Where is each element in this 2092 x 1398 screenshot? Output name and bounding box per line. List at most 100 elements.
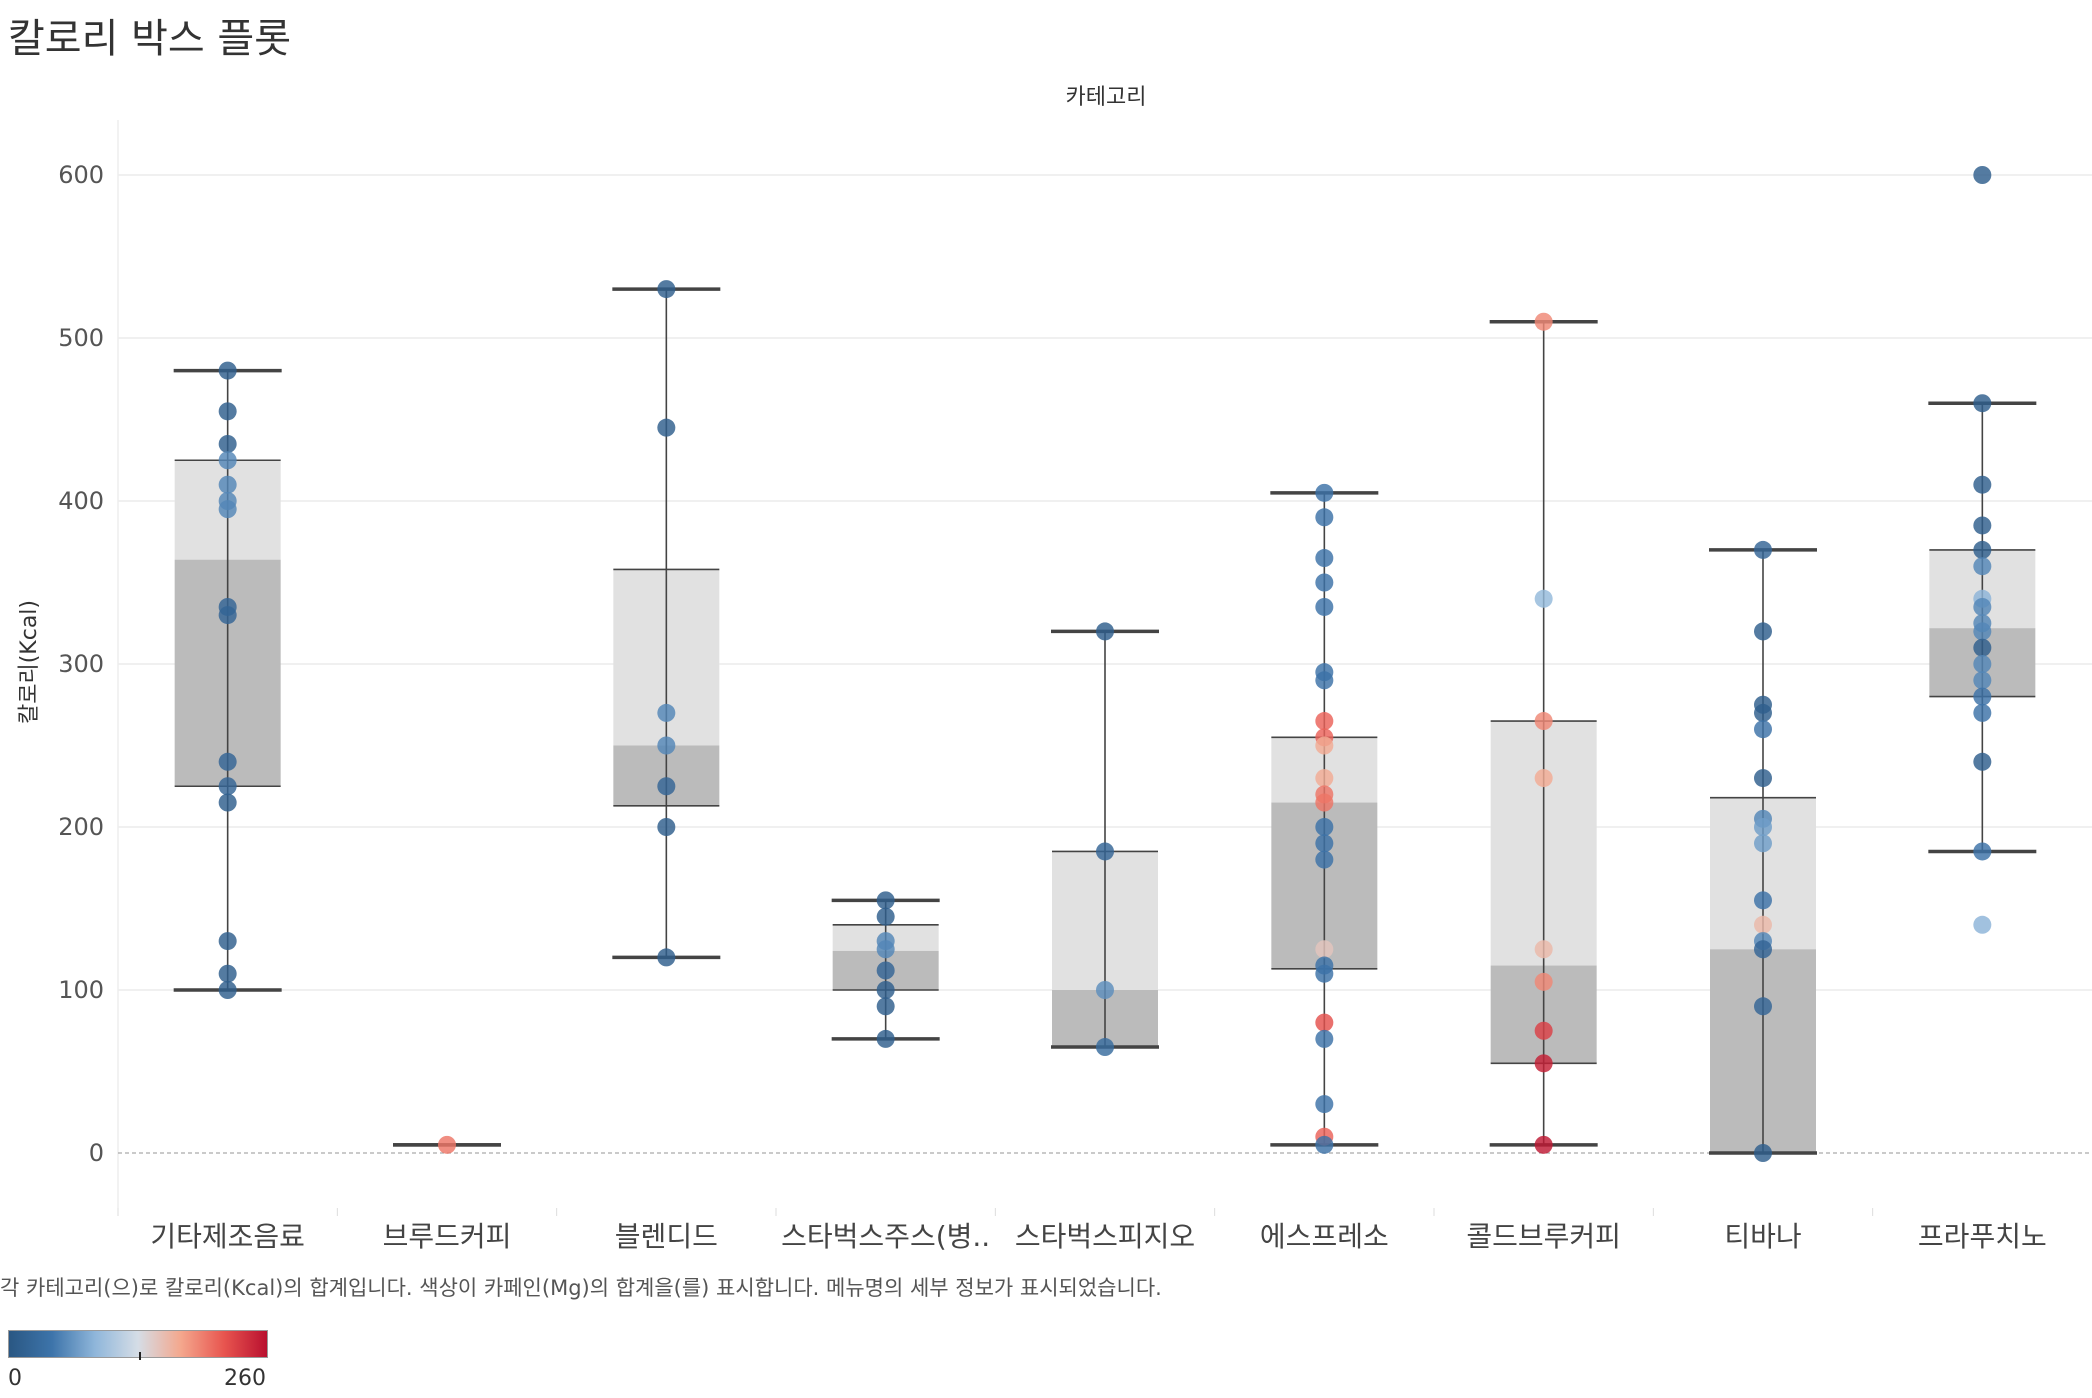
x-tick-label: 스타벅스피지오 xyxy=(1015,1220,1195,1253)
x-tick-label: 에스프레소 xyxy=(1260,1220,1389,1253)
data-point[interactable] xyxy=(1534,940,1553,959)
data-point[interactable] xyxy=(1315,769,1334,788)
x-tick-label: 브루드커피 xyxy=(383,1220,512,1253)
data-point[interactable] xyxy=(218,964,237,983)
data-point[interactable] xyxy=(1534,712,1553,731)
data-point[interactable] xyxy=(1315,1029,1334,1048)
data-point[interactable] xyxy=(218,777,237,796)
data-point[interactable] xyxy=(1315,712,1334,731)
data-point[interactable] xyxy=(876,940,895,959)
data-point[interactable] xyxy=(1534,1135,1553,1154)
color-legend-min: 0 xyxy=(8,1366,22,1391)
data-point[interactable] xyxy=(876,1029,895,1048)
y-tick-label: 600 xyxy=(58,161,104,189)
data-point[interactable] xyxy=(218,500,237,519)
data-point[interactable] xyxy=(1315,818,1334,836)
data-point[interactable] xyxy=(1534,972,1553,991)
data-point[interactable] xyxy=(438,1135,456,1154)
data-point[interactable] xyxy=(1315,508,1334,527)
data-point[interactable] xyxy=(218,606,237,625)
data-point[interactable] xyxy=(657,818,676,836)
data-point[interactable] xyxy=(1534,769,1553,788)
data-point[interactable] xyxy=(1973,557,1992,576)
data-point[interactable] xyxy=(1315,573,1334,592)
data-point[interactable] xyxy=(876,891,895,910)
data-point[interactable] xyxy=(1973,842,1992,861)
data-point[interactable] xyxy=(218,451,237,470)
data-point[interactable] xyxy=(1973,394,1992,413)
data-point[interactable] xyxy=(218,752,237,771)
data-point[interactable] xyxy=(218,793,237,812)
data-point[interactable] xyxy=(1973,655,1992,673)
data-point[interactable] xyxy=(1315,671,1334,690)
data-point[interactable] xyxy=(1754,834,1772,853)
data-point[interactable] xyxy=(1973,540,1992,559)
data-point[interactable] xyxy=(1534,1021,1553,1040)
data-point[interactable] xyxy=(1534,589,1553,608)
data-point[interactable] xyxy=(1973,671,1992,690)
data-point[interactable] xyxy=(1315,1095,1334,1114)
data-point[interactable] xyxy=(1315,1135,1334,1154)
data-point[interactable] xyxy=(1754,720,1772,739)
data-point[interactable] xyxy=(1315,549,1334,568)
data-point[interactable] xyxy=(1096,622,1114,641)
data-point[interactable] xyxy=(1754,622,1772,641)
data-point[interactable] xyxy=(1096,981,1114,999)
data-point[interactable] xyxy=(1754,818,1772,836)
data-point[interactable] xyxy=(1973,475,1992,494)
data-point[interactable] xyxy=(1534,312,1553,331)
data-point[interactable] xyxy=(218,361,237,380)
data-point[interactable] xyxy=(1315,597,1334,616)
data-point[interactable] xyxy=(1315,964,1334,983)
data-point[interactable] xyxy=(1973,597,1992,616)
data-point[interactable] xyxy=(1754,703,1772,722)
data-point[interactable] xyxy=(876,961,895,980)
data-point[interactable] xyxy=(1754,769,1772,788)
data-point[interactable] xyxy=(1973,752,1992,771)
data-point[interactable] xyxy=(657,703,676,722)
y-tick-label: 500 xyxy=(58,324,104,352)
y-axis-title: 칼로리(Kcal) xyxy=(17,600,42,724)
data-point[interactable] xyxy=(1973,516,1992,535)
data-point[interactable] xyxy=(218,981,237,999)
data-point[interactable] xyxy=(1096,842,1114,861)
data-point[interactable] xyxy=(876,997,895,1016)
data-point[interactable] xyxy=(1973,622,1992,641)
data-point[interactable] xyxy=(657,736,676,755)
data-point[interactable] xyxy=(218,932,237,951)
x-tick-label: 프라푸치노 xyxy=(1918,1220,2047,1253)
data-point[interactable] xyxy=(1754,540,1772,559)
data-point[interactable] xyxy=(1315,1013,1334,1032)
column-header: 카테고리 xyxy=(1066,85,1147,110)
data-point[interactable] xyxy=(1973,703,1992,722)
data-point[interactable] xyxy=(657,280,676,299)
data-point[interactable] xyxy=(1315,793,1334,812)
data-point[interactable] xyxy=(1754,940,1772,959)
data-point[interactable] xyxy=(657,777,676,796)
data-point[interactable] xyxy=(1096,1038,1114,1057)
data-point[interactable] xyxy=(1315,940,1334,959)
data-point[interactable] xyxy=(218,434,237,453)
data-point[interactable] xyxy=(1754,997,1772,1016)
data-point[interactable] xyxy=(1754,891,1772,910)
box-plot-chart: 카테고리 칼로리(Kcal) 0 100 200 300 400 500 600 기타제조음료… xyxy=(17,85,2092,1253)
data-point[interactable] xyxy=(1315,736,1334,755)
color-legend-max: 260 xyxy=(224,1366,266,1391)
data-point[interactable] xyxy=(657,418,676,437)
x-tick-label: 티바나 xyxy=(1724,1220,1801,1253)
data-point[interactable] xyxy=(657,948,676,967)
data-point[interactable] xyxy=(218,475,237,494)
data-point[interactable] xyxy=(1973,638,1992,657)
data-point[interactable] xyxy=(876,907,895,926)
data-point[interactable] xyxy=(1754,1144,1772,1162)
data-point[interactable] xyxy=(1973,687,1992,706)
data-point[interactable] xyxy=(1534,1054,1553,1073)
data-point[interactable] xyxy=(1973,915,1992,934)
data-point[interactable] xyxy=(1315,483,1334,502)
data-point[interactable] xyxy=(876,981,895,999)
data-point[interactable] xyxy=(1754,915,1772,934)
data-point[interactable] xyxy=(1973,166,1992,184)
data-point[interactable] xyxy=(218,402,237,421)
data-point[interactable] xyxy=(1315,850,1334,869)
data-point[interactable] xyxy=(1315,834,1334,853)
